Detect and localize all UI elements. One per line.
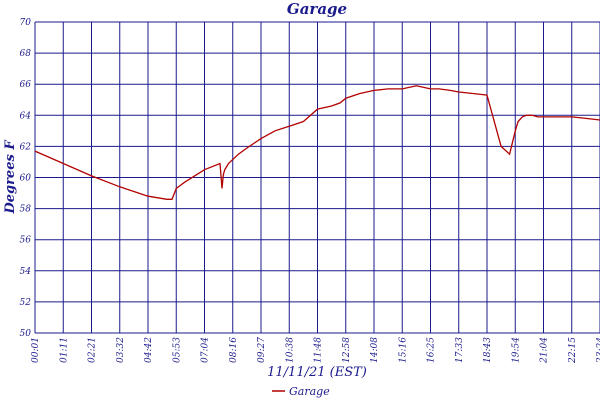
series-line-garage — [34, 85, 600, 200]
y-tick-label: 64 — [20, 111, 32, 121]
y-tick-label: 52 — [20, 298, 32, 308]
y-tick-label: 50 — [20, 329, 32, 339]
series-layer — [34, 85, 600, 200]
x-tick-label: 23:24 — [596, 337, 600, 364]
grid — [34, 21, 600, 334]
x-tick-label: 12:58 — [342, 337, 352, 363]
x-axis-ticks: 00:01 01:11 02:21 03:32 04:42 05:53 07:04 08:16… — [31, 337, 600, 364]
x-tick-label: 15:16 — [398, 337, 408, 363]
x-tick-label: 04:42 — [144, 337, 154, 363]
x-tick-label: 10:38 — [285, 337, 295, 363]
legend-label-garage: Garage — [289, 385, 330, 398]
chart-title: Garage — [287, 0, 347, 18]
x-tick-label: 18:43 — [483, 337, 493, 363]
x-tick-label: 16:25 — [427, 337, 437, 363]
x-tick-label: 09:27 — [257, 337, 267, 363]
x-tick-label: 22:15 — [568, 337, 578, 364]
y-tick-label: 60 — [20, 174, 32, 184]
y-tick-label: 58 — [20, 205, 32, 215]
y-tick-label: 66 — [20, 80, 32, 90]
x-tick-label: 01:11 — [59, 337, 69, 363]
legend: Garage — [272, 385, 330, 398]
x-tick-label: 19:54 — [511, 337, 521, 363]
y-tick-label: 54 — [20, 267, 32, 277]
x-tick-label: 07:04 — [201, 337, 211, 363]
y-axis-ticks: 50 52 54 56 58 60 62 64 66 68 70 — [20, 18, 32, 339]
y-tick-label: 68 — [20, 49, 32, 59]
x-tick-label: 11:48 — [314, 337, 324, 363]
y-tick-label: 56 — [20, 236, 32, 246]
y-tick-label: 70 — [20, 18, 32, 28]
x-tick-label: 03:32 — [116, 337, 126, 363]
x-tick-label: 02:21 — [88, 337, 98, 363]
x-tick-label: 14:08 — [370, 337, 380, 363]
y-axis-label: Degrees F — [3, 140, 18, 215]
x-axis-label: 11/11/21 (EST) — [267, 365, 367, 380]
x-tick-label: 08:16 — [229, 337, 239, 363]
x-tick-label: 17:33 — [455, 337, 465, 363]
x-tick-label: 05:53 — [172, 337, 182, 363]
y-tick-label: 62 — [20, 142, 32, 152]
x-tick-label: 21:04 — [540, 337, 550, 364]
x-tick-label: 00:01 — [31, 337, 41, 363]
